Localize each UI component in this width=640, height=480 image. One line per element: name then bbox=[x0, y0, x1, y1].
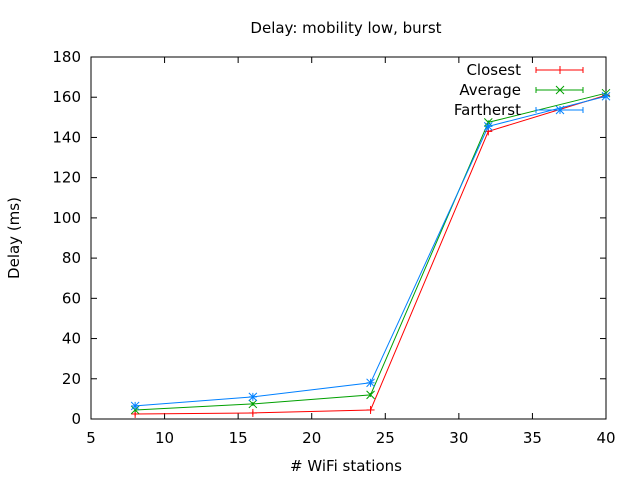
legend-item-closest: Closest bbox=[466, 61, 584, 79]
y-tick-label: 60 bbox=[62, 289, 81, 307]
data-point bbox=[483, 122, 493, 131]
data-point bbox=[366, 378, 375, 388]
series-closest bbox=[131, 91, 610, 418]
legend-item-average: Average bbox=[459, 81, 584, 99]
data-point bbox=[130, 405, 140, 415]
x-axis: 5 10 15 20 25 30 35 40 bbox=[86, 57, 616, 447]
x-tick-label: 30 bbox=[449, 429, 468, 447]
x-axis-label: # WiFi stations bbox=[290, 457, 402, 475]
series-layer bbox=[130, 88, 611, 418]
x-tick-label: 25 bbox=[376, 429, 395, 447]
y-tick-label: 180 bbox=[52, 48, 81, 66]
data-point bbox=[248, 408, 257, 417]
legend-label: Average bbox=[459, 81, 521, 99]
series-fartherst bbox=[130, 91, 611, 411]
series-line bbox=[135, 95, 607, 407]
legend-marker bbox=[555, 85, 565, 95]
data-point bbox=[366, 390, 375, 400]
x-tick-label: 40 bbox=[596, 429, 615, 447]
legend-marker bbox=[555, 105, 565, 115]
data-point bbox=[248, 392, 258, 402]
x-tick-label: 5 bbox=[86, 429, 96, 447]
series-line bbox=[135, 92, 607, 411]
data-point bbox=[130, 401, 140, 411]
legend-label: Fartherst bbox=[454, 101, 521, 119]
x-tick-label: 15 bbox=[229, 429, 248, 447]
plot-frame bbox=[90, 56, 607, 420]
y-tick-label: 80 bbox=[62, 249, 81, 267]
y-axis: 0 20 40 60 80 100 120 140 160 180 bbox=[52, 48, 606, 428]
series-average bbox=[130, 88, 611, 415]
data-point bbox=[248, 399, 258, 409]
y-tick-label: 20 bbox=[62, 370, 81, 388]
y-tick-label: 160 bbox=[52, 88, 81, 106]
data-point bbox=[483, 118, 493, 127]
data-point bbox=[601, 91, 611, 101]
x-tick-label: 35 bbox=[523, 429, 542, 447]
y-tick-label: 100 bbox=[52, 209, 81, 227]
y-tick-label: 120 bbox=[52, 169, 81, 187]
x-tick-label: 20 bbox=[302, 429, 321, 447]
legend: Closest Average Fartherst bbox=[454, 61, 584, 119]
y-axis-label: Delay (ms) bbox=[5, 197, 23, 279]
chart-title: Delay: mobility low, burst bbox=[250, 19, 441, 37]
legend-item-fartherst: Fartherst bbox=[454, 101, 584, 119]
series-line bbox=[135, 94, 607, 415]
legend-marker bbox=[556, 66, 564, 74]
data-point bbox=[366, 405, 375, 414]
x-tick-label: 10 bbox=[155, 429, 174, 447]
legend-label: Closest bbox=[466, 61, 521, 79]
y-tick-label: 140 bbox=[52, 128, 81, 146]
y-tick-label: 0 bbox=[71, 410, 81, 428]
y-tick-label: 40 bbox=[62, 330, 81, 348]
